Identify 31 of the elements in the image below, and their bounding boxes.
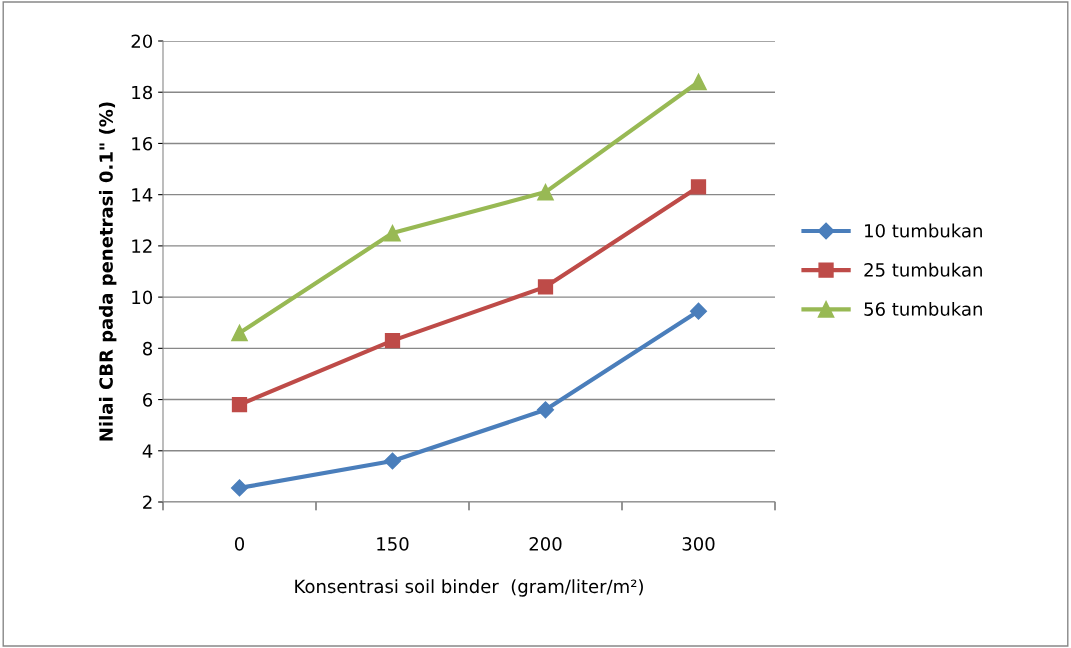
- point: [537, 279, 554, 295]
- y-axis-title: Nilai CBR pada penetrasi 0.1" (%): [98, 102, 117, 441]
- point: [383, 452, 402, 470]
- y-tick-label: 20: [131, 34, 153, 49]
- y-tick-label: 4: [142, 444, 153, 458]
- y-tick-label: 12: [132, 239, 152, 253]
- y-tick-label: 10: [132, 290, 153, 305]
- y-tick-label: 14: [132, 188, 153, 202]
- legend-label: 10 tumbukan: [865, 223, 982, 238]
- x-tick-label: 150: [377, 537, 409, 551]
- point: [689, 302, 708, 320]
- point: [537, 183, 554, 201]
- y-tick-label: 6: [143, 393, 153, 407]
- x-tick-label: 0: [234, 537, 245, 551]
- x-axis-title: Konsentrasi soil binder (gram/liter/m²): [295, 579, 643, 597]
- point: [536, 401, 555, 419]
- legend-label: 56 tumbukan: [864, 301, 982, 316]
- point: [690, 179, 707, 195]
- y-tick-label: 18: [132, 85, 153, 100]
- y-tick-label: 16: [132, 136, 153, 151]
- point: [690, 73, 707, 91]
- y-tick-label: 8: [143, 341, 153, 356]
- x-tick-label: 300: [682, 537, 715, 551]
- point: [231, 397, 248, 413]
- point: [230, 479, 249, 497]
- legend-label: 25 tumbukan: [864, 262, 982, 277]
- x-tick-label: 200: [529, 537, 562, 551]
- point: [231, 324, 248, 342]
- point: [384, 224, 401, 242]
- point: [384, 333, 401, 349]
- y-tick-label: 2: [143, 495, 152, 509]
